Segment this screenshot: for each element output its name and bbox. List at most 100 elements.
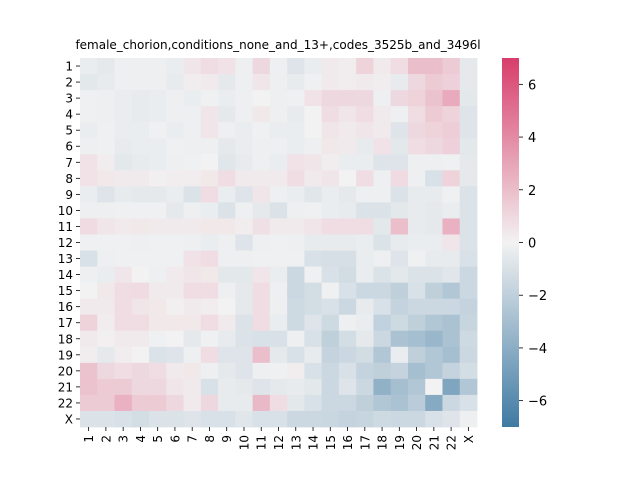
heatmap-cell (338, 378, 357, 396)
heatmap-cell (235, 138, 254, 155)
heatmap-cell (356, 58, 374, 75)
heatmap-cell (390, 298, 409, 316)
heatmap-cell (321, 394, 340, 412)
heatmap-cell (304, 234, 323, 251)
heatmap-cell (166, 362, 184, 380)
heatmap-cell (269, 234, 288, 251)
row-label: 1 (65, 60, 73, 74)
column-label: 5 (151, 435, 165, 443)
heatmap-cell (442, 218, 461, 235)
heatmap-cell (269, 106, 288, 123)
heatmap-cell (321, 314, 340, 332)
heatmap-cell (425, 58, 443, 75)
heatmap-cell (373, 410, 392, 428)
heatmap-cell (149, 410, 167, 428)
heatmap-cell (131, 58, 150, 75)
heatmap-cell (304, 202, 323, 219)
heatmap-cell (373, 122, 392, 139)
heatmap-cell (114, 202, 133, 219)
heatmap-cell (442, 330, 461, 348)
heatmap-cell (97, 394, 115, 412)
column-label: 14 (307, 435, 321, 450)
heatmap-cell (131, 154, 150, 171)
heatmap-cell (459, 170, 478, 187)
heatmap-cell (442, 170, 461, 187)
heatmap-cell (304, 314, 323, 332)
colorbar-tick-label: −2 (528, 289, 547, 304)
heatmap-cell (235, 346, 254, 364)
heatmap-cell (235, 58, 254, 75)
heatmap-cell (321, 122, 340, 139)
column-label: 18 (376, 435, 390, 450)
heatmap-cell (200, 394, 219, 412)
heatmap-cell (407, 330, 426, 348)
heatmap-cell (373, 266, 392, 284)
heatmap-cell (80, 250, 98, 267)
column-label: 6 (168, 435, 182, 443)
column-labels: 1 2 3 4 5 6 7 8 9 10 11 12 13 14 15 16 17 18 19 20 21 22 X (82, 427, 476, 450)
heatmap-cell (200, 362, 219, 380)
heatmap-cell (235, 202, 254, 219)
heatmap-cell (149, 250, 167, 267)
row-label: 5 (65, 124, 73, 138)
heatmap-cell (390, 330, 409, 348)
heatmap-cells (80, 58, 478, 428)
heatmap-cell (166, 170, 184, 187)
heatmap-cell (200, 106, 219, 123)
heatmap-cell (459, 394, 478, 412)
heatmap-cell (459, 234, 478, 251)
heatmap-cell (338, 122, 357, 139)
heatmap-cell (166, 378, 184, 396)
heatmap-cell (200, 314, 219, 332)
heatmap-cell (390, 234, 409, 251)
heatmap-cell (287, 234, 305, 251)
heatmap-cell (97, 282, 115, 300)
heatmap-cell (356, 362, 374, 380)
heatmap-cell (80, 218, 98, 235)
heatmap-cell (390, 154, 409, 171)
heatmap-cell (407, 90, 426, 107)
heatmap-cell (459, 186, 478, 203)
heatmap-cell (287, 266, 305, 284)
heatmap-cell (304, 122, 323, 139)
heatmap-cell (269, 298, 288, 316)
heatmap-cell (218, 138, 236, 155)
heatmap-cell (287, 282, 305, 300)
heatmap-cell (373, 250, 392, 267)
heatmap-cell (459, 282, 478, 300)
heatmap-cell (459, 362, 478, 380)
heatmap-cell (321, 202, 340, 219)
heatmap-cell (390, 410, 409, 428)
row-label: 17 (58, 316, 73, 330)
heatmap-cell (252, 186, 271, 203)
heatmap-cell (183, 234, 202, 251)
colorbar-tick-label: −4 (528, 342, 547, 357)
heatmap-cell (356, 330, 374, 348)
heatmap-cell (235, 186, 254, 203)
row-label: 14 (58, 268, 73, 282)
colorbar-tick-label: −6 (528, 395, 547, 410)
heatmap-cell (287, 314, 305, 332)
heatmap-cell (235, 74, 254, 91)
heatmap-cell (131, 202, 150, 219)
heatmap-cell (373, 378, 392, 396)
heatmap-cell (200, 346, 219, 364)
heatmap-cell (97, 154, 115, 171)
heatmap-cell (390, 90, 409, 107)
heatmap-cell (338, 346, 357, 364)
column-label: X (462, 435, 476, 443)
heatmap-cell (149, 394, 167, 412)
heatmap-cell (459, 218, 478, 235)
heatmap-cell (200, 282, 219, 300)
heatmap-cell (218, 394, 236, 412)
heatmap-cell (338, 298, 357, 316)
column-label: 16 (341, 435, 355, 450)
heatmap-cell (304, 266, 323, 284)
chart-title: female_chorion,conditions_none_and_13+,c… (75, 38, 480, 52)
heatmap-cell (338, 394, 357, 412)
heatmap-cell (114, 138, 133, 155)
heatmap-cell (114, 298, 133, 316)
heatmap-cell (114, 154, 133, 171)
heatmap-cell (200, 74, 219, 91)
